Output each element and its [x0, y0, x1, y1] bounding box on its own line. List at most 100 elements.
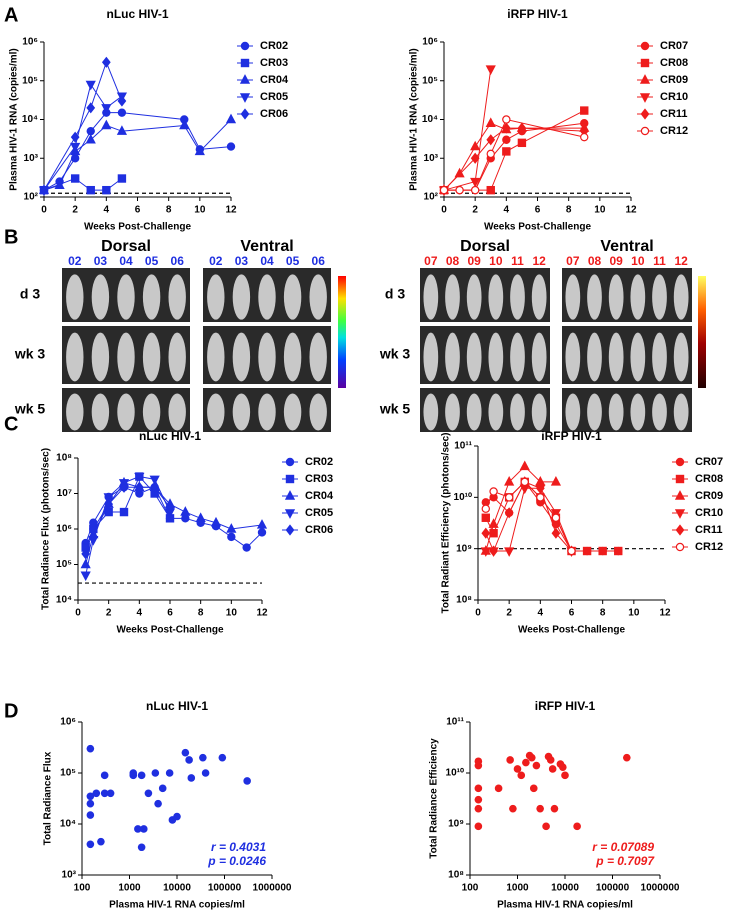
- point: [100, 789, 109, 798]
- mouse: [587, 393, 602, 431]
- legend-label: CR07: [695, 456, 723, 468]
- marker: [150, 481, 160, 493]
- point: [546, 756, 555, 764]
- series-line: [443, 122, 585, 191]
- legend-label: CR03: [305, 473, 333, 485]
- x-tick-label: 6: [167, 608, 173, 619]
- point: [92, 789, 101, 798]
- marker: [179, 119, 190, 130]
- mouse: [207, 393, 225, 431]
- legend-marker: [675, 524, 685, 536]
- y-tick-label: 10⁴: [56, 595, 72, 606]
- point: [185, 756, 193, 764]
- mouse: [565, 274, 581, 320]
- legend-label: CR12: [660, 125, 688, 137]
- marker: [117, 95, 127, 107]
- legend-marker: [640, 58, 650, 68]
- marker: [470, 177, 481, 188]
- series-line: [443, 127, 585, 191]
- legend-label: CR06: [260, 108, 288, 120]
- y-tick-label: 10⁶: [56, 524, 72, 535]
- marker: [86, 102, 96, 114]
- y-tick-label: 10¹⁰: [446, 768, 464, 779]
- column-label: 09: [609, 254, 623, 268]
- x-tick-label: 6: [569, 608, 575, 619]
- row-label: wk 3: [14, 346, 46, 362]
- row-label: wk 3: [379, 346, 411, 362]
- point: [86, 811, 95, 819]
- point: [97, 837, 105, 846]
- y-axis-label: Total Radiance Flux (photons/sec): [41, 448, 52, 610]
- view-title: Ventral: [240, 238, 293, 255]
- mouse: [66, 274, 84, 320]
- x-tick-label: 1000: [118, 883, 141, 894]
- marker: [485, 65, 496, 75]
- column-label: 08: [588, 254, 602, 268]
- image: [562, 268, 692, 322]
- marker: [102, 185, 111, 195]
- mouse: [587, 332, 602, 382]
- point: [158, 784, 167, 793]
- image: [562, 326, 692, 384]
- column-label: 07: [566, 254, 580, 268]
- legend-marker: [240, 58, 250, 68]
- marker: [480, 547, 491, 557]
- y-tick-label: 10³: [62, 870, 77, 881]
- marker: [535, 482, 545, 494]
- x-tick-label: 2: [72, 205, 78, 216]
- mouse: [531, 332, 547, 382]
- chart-title: iRFP HIV-1: [541, 429, 602, 443]
- mouse: [232, 274, 251, 320]
- mouse: [445, 332, 460, 382]
- point: [106, 789, 115, 798]
- point: [509, 804, 517, 813]
- point: [474, 795, 483, 804]
- legend-label: CR03: [260, 57, 288, 69]
- chart-title: iRFP HIV-1: [535, 699, 596, 713]
- marker: [103, 493, 114, 503]
- legend-label: CR05: [305, 507, 333, 519]
- marker: [519, 460, 530, 471]
- point: [137, 771, 146, 780]
- marker: [119, 507, 129, 517]
- mouse: [652, 332, 667, 382]
- marker: [181, 514, 190, 523]
- annotation: p = 0.7097: [595, 854, 655, 868]
- legend-marker: [240, 108, 250, 120]
- mouse: [423, 332, 439, 382]
- point: [100, 771, 109, 780]
- marker: [439, 185, 449, 195]
- marker: [502, 147, 511, 156]
- view-title: Dorsal: [101, 238, 151, 255]
- point: [513, 765, 522, 773]
- mouse: [608, 393, 624, 431]
- column-label: 11: [511, 254, 524, 268]
- mouse: [117, 274, 135, 320]
- x-axis-label: Plasma HIV-1 RNA copies/ml: [497, 900, 633, 911]
- mouse: [466, 393, 482, 431]
- point: [559, 763, 567, 771]
- mouse: [587, 274, 602, 320]
- mouse: [652, 274, 667, 320]
- y-tick-label: 10⁴: [22, 114, 38, 125]
- legend-label: CR08: [695, 473, 723, 485]
- y-tick-label: 10⁹: [456, 543, 472, 554]
- x-tick-label: 10: [194, 205, 206, 216]
- point: [218, 753, 227, 762]
- legend-marker: [674, 509, 686, 519]
- marker: [598, 546, 607, 556]
- point: [201, 769, 210, 777]
- marker: [486, 185, 495, 195]
- x-tick-label: 6: [535, 205, 541, 216]
- mouse: [423, 393, 439, 431]
- x-tick-label: 100: [462, 883, 479, 894]
- point: [529, 784, 538, 793]
- mouse: [510, 393, 525, 431]
- marker: [455, 185, 464, 195]
- x-tick-label: 8: [600, 608, 606, 619]
- point: [494, 784, 503, 793]
- y-tick-label: 10⁶: [22, 37, 38, 48]
- y-tick-label: 10¹¹: [446, 717, 464, 728]
- mouse: [630, 332, 646, 382]
- point: [474, 822, 483, 831]
